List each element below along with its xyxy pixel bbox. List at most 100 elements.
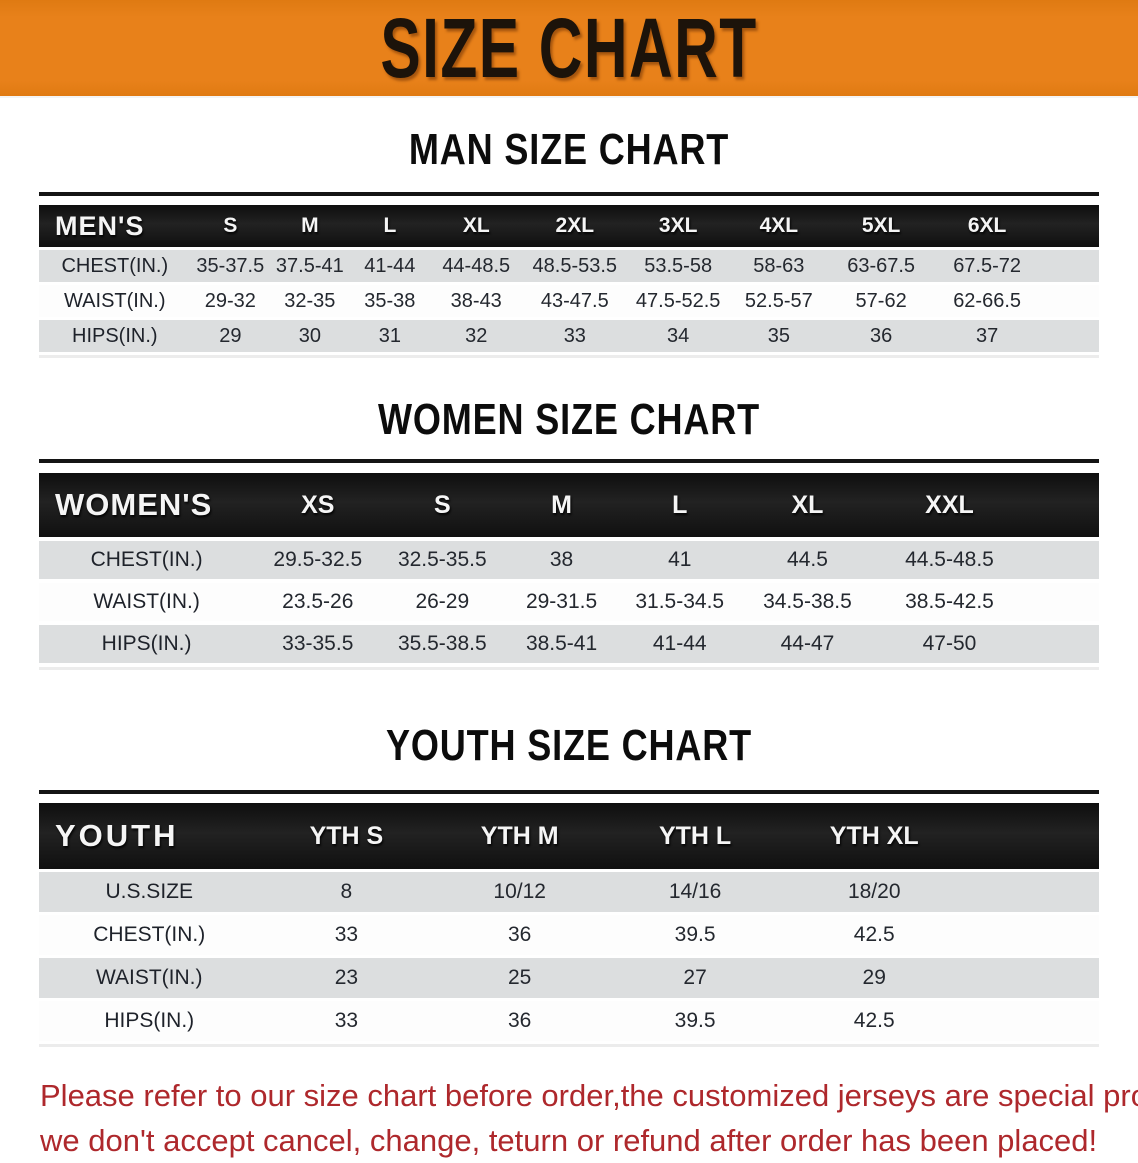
size-column-header: XL <box>430 205 523 247</box>
size-value-cell: 31.5-34.5 <box>619 583 740 621</box>
size-value-cell: 44.5 <box>739 541 876 579</box>
size-value-cell: 29 <box>190 320 271 352</box>
row-label: U.S.SIZE <box>39 872 260 912</box>
measurement-row: HIPS(IN.) 29 30 31 32 33 34 35 36 37 <box>39 320 1099 352</box>
size-column-header: YTH S <box>259 803 434 869</box>
size-value-cell: 39.5 <box>606 915 785 955</box>
size-value-cell: 23 <box>259 958 434 998</box>
size-column-header: 4XL <box>729 205 829 247</box>
row-label: WAIST(IN.) <box>39 285 191 317</box>
row-filler-cell <box>1023 583 1099 621</box>
row-filler-cell <box>1023 541 1099 579</box>
womens-size-table-wrap: WOMEN'S XS S M L XL XXL CHEST(IN.) 29.5-32.5 32.5… <box>39 459 1099 670</box>
disclaimer-line-2: we don't accept cancel, change, teturn o… <box>40 1123 1098 1158</box>
size-column-header: S <box>190 205 271 247</box>
size-value-cell: 32 <box>430 320 523 352</box>
size-value-cell: 29-31.5 <box>503 583 620 621</box>
size-value-cell: 37 <box>933 320 1041 352</box>
youth-section-heading: YOUTH SIZE CHART <box>386 721 752 770</box>
size-column-header: YTH M <box>433 803 607 869</box>
size-value-cell: 44-47 <box>739 625 876 663</box>
measurement-row: WAIST(IN.) 29-32 32-35 35-38 38-43 43-47.5 47.… <box>39 285 1099 317</box>
table-corner-label: MEN'S <box>39 205 191 247</box>
size-value-cell: 39.5 <box>606 1001 785 1041</box>
mens-size-table-wrap: MEN'S S M L XL 2XL 3XL 4XL 5XL 6XL CHEST(IN.) 35-37… <box>39 192 1099 358</box>
size-value-cell: 41 <box>619 541 740 579</box>
size-value-cell: 62-66.5 <box>933 285 1041 317</box>
youth-size-table: YOUTH YTH S YTH M YTH L YTH XL U.S.SIZE 8 10/12… <box>39 800 1099 1044</box>
size-value-cell: 33 <box>259 915 434 955</box>
header-filler-cell <box>964 803 1099 869</box>
size-value-cell: 18/20 <box>784 872 965 912</box>
row-label: HIPS(IN.) <box>39 1001 260 1041</box>
row-label: HIPS(IN.) <box>39 320 191 352</box>
row-label: CHEST(IN.) <box>39 915 260 955</box>
disclaimer: Please refer to our size chart before or… <box>0 1073 1138 1163</box>
mens-size-table: MEN'S S M L XL 2XL 3XL 4XL 5XL 6XL CHEST(IN.) 35-37… <box>39 202 1099 355</box>
size-column-header: 3XL <box>627 205 730 247</box>
size-value-cell: 57-62 <box>828 285 934 317</box>
size-value-cell: 33-35.5 <box>254 625 382 663</box>
size-table-header-row: MEN'S S M L XL 2XL 3XL 4XL 5XL 6XL <box>39 205 1099 247</box>
size-value-cell: 25 <box>433 958 607 998</box>
size-value-cell: 48.5-53.5 <box>522 250 628 282</box>
size-value-cell: 35-38 <box>349 285 431 317</box>
size-value-cell: 63-67.5 <box>828 250 934 282</box>
size-column-header: XXL <box>875 473 1024 537</box>
size-value-cell: 34.5-38.5 <box>739 583 876 621</box>
row-filler-cell <box>964 915 1099 955</box>
size-value-cell: 58-63 <box>729 250 829 282</box>
size-value-cell: 36 <box>433 915 607 955</box>
size-value-cell: 36 <box>433 1001 607 1041</box>
measurement-row: U.S.SIZE 8 10/12 14/16 18/20 <box>39 872 1099 912</box>
row-filler-cell <box>1040 285 1099 317</box>
size-column-header: 2XL <box>522 205 628 247</box>
size-column-header: M <box>270 205 350 247</box>
size-column-header: YTH XL <box>784 803 965 869</box>
size-value-cell: 37.5-41 <box>270 250 350 282</box>
size-value-cell: 30 <box>270 320 350 352</box>
size-column-header: L <box>619 473 740 537</box>
size-column-header: XL <box>739 473 876 537</box>
size-value-cell: 31 <box>349 320 431 352</box>
size-value-cell: 29 <box>784 958 965 998</box>
row-label: CHEST(IN.) <box>39 541 255 579</box>
size-value-cell: 41-44 <box>349 250 431 282</box>
size-column-header: 6XL <box>933 205 1041 247</box>
size-value-cell: 44-48.5 <box>430 250 523 282</box>
womens-size-table: WOMEN'S XS S M L XL XXL CHEST(IN.) 29.5-32.5 32.5… <box>39 469 1099 667</box>
size-value-cell: 26-29 <box>381 583 504 621</box>
row-filler-cell <box>964 1001 1099 1041</box>
page-title: SIZE CHART <box>380 1 758 95</box>
size-value-cell: 47-50 <box>875 625 1024 663</box>
size-value-cell: 47.5-52.5 <box>627 285 730 317</box>
size-column-header: L <box>349 205 431 247</box>
row-filler-cell <box>964 958 1099 998</box>
size-column-header: 5XL <box>828 205 934 247</box>
size-value-cell: 38.5-42.5 <box>875 583 1024 621</box>
size-value-cell: 27 <box>606 958 785 998</box>
size-value-cell: 38 <box>503 541 620 579</box>
size-value-cell: 67.5-72 <box>933 250 1041 282</box>
row-label: CHEST(IN.) <box>39 250 191 282</box>
size-column-header: XS <box>254 473 382 537</box>
size-column-header: YTH L <box>606 803 785 869</box>
size-value-cell: 41-44 <box>619 625 740 663</box>
size-value-cell: 43-47.5 <box>522 285 628 317</box>
size-table-header-row: WOMEN'S XS S M L XL XXL <box>39 473 1099 537</box>
measurement-row: HIPS(IN.) 33 36 39.5 42.5 <box>39 1001 1099 1041</box>
row-filler-cell <box>1040 250 1099 282</box>
measurement-row: WAIST(IN.) 23 25 27 29 <box>39 958 1099 998</box>
row-filler-cell <box>1040 320 1099 352</box>
man-section-heading: MAN SIZE CHART <box>408 125 730 174</box>
disclaimer-line-1: Please refer to our size chart before or… <box>40 1078 1138 1113</box>
size-value-cell: 52.5-57 <box>729 285 829 317</box>
size-column-header: M <box>503 473 620 537</box>
measurement-row: HIPS(IN.) 33-35.5 35.5-38.5 38.5-41 41-44 44-… <box>39 625 1099 663</box>
measurement-row: CHEST(IN.) 33 36 39.5 42.5 <box>39 915 1099 955</box>
size-value-cell: 33 <box>522 320 628 352</box>
row-label: WAIST(IN.) <box>39 583 255 621</box>
size-value-cell: 35.5-38.5 <box>381 625 504 663</box>
row-filler-cell <box>964 872 1099 912</box>
